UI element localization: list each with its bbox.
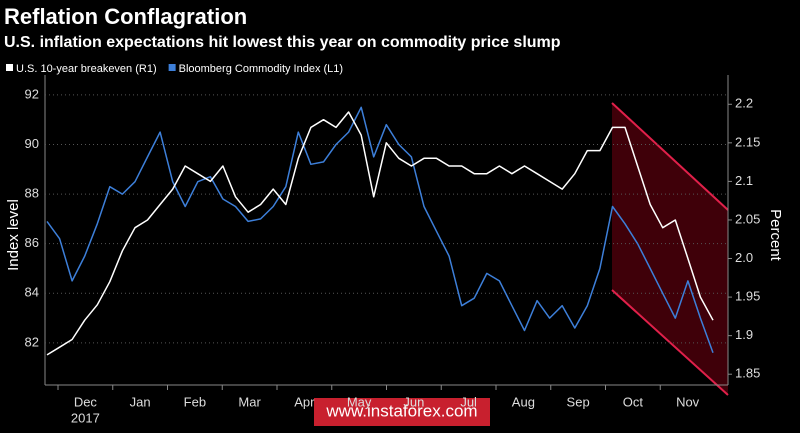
- legend-label: U.S. 10-year breakeven (R1): [16, 63, 157, 75]
- y2-tick-label: 1.9: [735, 327, 753, 342]
- legend-swatch: [168, 64, 176, 71]
- y-tick-label: 92: [25, 86, 39, 101]
- series-line: [46, 106, 714, 354]
- y-tick-label: 90: [25, 136, 39, 151]
- x-tick-label: Jan: [130, 394, 151, 409]
- x-year-label: 2017: [71, 410, 100, 425]
- y2-tick-label: 2.0: [735, 250, 753, 265]
- y-axis-label: Index level: [5, 199, 22, 271]
- y-tick-label: 82: [25, 334, 39, 349]
- plot: [44, 75, 732, 390]
- x-tick-label: Apr: [294, 394, 315, 409]
- legend-swatch: [6, 64, 13, 71]
- y2-tick-label: 2.15: [735, 134, 760, 149]
- series-line: [46, 111, 714, 356]
- x-tick-label: Mar: [238, 394, 261, 409]
- x-tick-label: Dec: [74, 394, 98, 409]
- x-tick-label: Oct: [623, 394, 644, 409]
- x-tick-label: Feb: [184, 394, 206, 409]
- y2-tick-label: 1.95: [735, 289, 760, 304]
- legend-label: Bloomberg Commodity Index (L1): [179, 63, 343, 75]
- x-tick-label: Aug: [512, 394, 535, 409]
- y2-tick-label: 2.1: [735, 173, 753, 188]
- watermark-box: [314, 398, 490, 426]
- channel-upper: [611, 102, 729, 211]
- y2-tick-label: 1.85: [735, 366, 760, 381]
- y2-axis-label: Percent: [767, 209, 784, 262]
- chart-title: Reflation Conflagration: [4, 4, 247, 29]
- watermark: www.instaforex.com: [325, 401, 477, 420]
- y2-tick-label: 2.05: [735, 211, 760, 226]
- x-tick-label: Jun: [403, 394, 424, 409]
- channel-fill: [612, 103, 728, 395]
- x-tick-label: Jul: [460, 394, 477, 409]
- y-tick-label: 86: [25, 235, 39, 250]
- chart-subtitle: U.S. inflation expectations hit lowest t…: [4, 34, 561, 51]
- y-tick-label: 84: [25, 285, 39, 300]
- x-tick-label: May: [347, 394, 372, 409]
- y2-tick-label: 2.2: [735, 96, 753, 111]
- x-tick-label: Sep: [567, 394, 590, 409]
- x-tick-label: Nov: [676, 394, 700, 409]
- y-tick-label: 88: [25, 186, 39, 201]
